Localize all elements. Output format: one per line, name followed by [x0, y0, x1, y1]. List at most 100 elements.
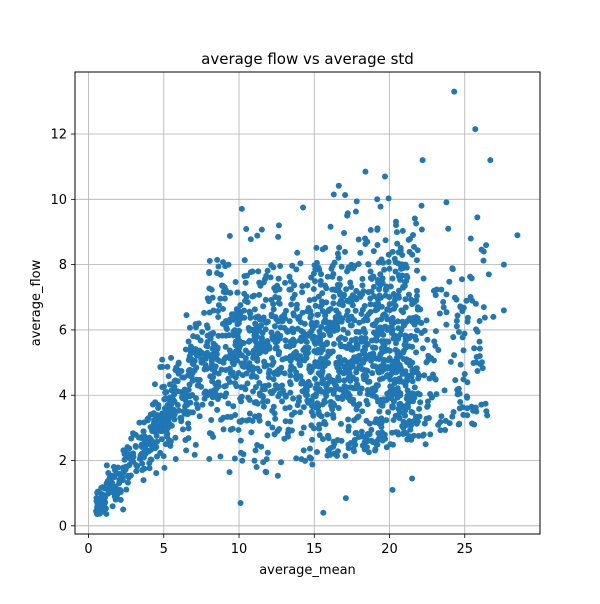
data-point	[324, 273, 331, 280]
data-point	[413, 257, 420, 264]
data-point	[361, 351, 368, 358]
data-point	[222, 382, 229, 389]
data-point	[316, 266, 323, 273]
data-point	[130, 450, 137, 457]
data-point	[258, 226, 265, 233]
data-point	[299, 289, 306, 296]
data-point	[383, 283, 390, 290]
data-point	[290, 312, 297, 319]
data-point	[220, 358, 227, 365]
data-point	[342, 335, 349, 342]
data-point	[476, 345, 483, 352]
data-point	[476, 338, 483, 345]
data-point	[279, 398, 286, 405]
data-point	[330, 341, 337, 348]
data-point	[208, 400, 215, 407]
data-point	[186, 372, 193, 379]
data-point	[317, 372, 324, 379]
data-point	[264, 267, 271, 274]
data-point	[376, 286, 383, 293]
data-point	[387, 388, 394, 395]
data-point	[393, 358, 400, 365]
data-point	[230, 372, 237, 379]
data-point	[417, 399, 424, 406]
data-point	[381, 311, 388, 318]
data-point	[446, 420, 453, 427]
data-point	[389, 315, 396, 322]
data-point	[345, 427, 352, 434]
data-point	[330, 293, 337, 300]
data-point	[390, 335, 397, 342]
data-point	[267, 388, 274, 395]
data-point	[401, 279, 408, 286]
data-point	[341, 357, 348, 364]
outlier-point	[451, 88, 458, 95]
data-point	[463, 297, 470, 304]
data-point	[413, 349, 420, 356]
data-point	[272, 345, 279, 352]
data-point	[237, 302, 244, 309]
data-point	[140, 428, 147, 435]
outlier-point	[460, 411, 467, 418]
data-point	[374, 241, 381, 248]
data-point	[305, 344, 312, 351]
data-point	[386, 347, 393, 354]
data-point	[473, 408, 480, 415]
data-point	[153, 470, 160, 477]
data-point	[393, 229, 400, 236]
data-point	[333, 359, 340, 366]
data-point	[319, 290, 326, 297]
data-point	[402, 304, 409, 311]
data-point	[397, 244, 404, 251]
data-point	[185, 425, 192, 432]
data-point	[317, 303, 324, 310]
data-point	[341, 248, 348, 255]
data-point	[390, 364, 397, 371]
data-point	[226, 378, 233, 385]
data-point	[344, 330, 351, 337]
data-point	[483, 242, 490, 249]
data-point	[300, 424, 307, 431]
data-point	[262, 296, 269, 303]
data-point	[152, 399, 159, 406]
data-point	[383, 417, 390, 424]
data-point	[144, 447, 151, 454]
data-point	[151, 381, 158, 388]
data-point	[287, 418, 294, 425]
data-point	[352, 208, 359, 215]
data-point	[405, 291, 412, 298]
data-point	[251, 457, 258, 464]
data-point	[243, 226, 250, 233]
data-point	[264, 338, 271, 345]
data-point	[258, 337, 265, 344]
data-point	[384, 372, 391, 379]
outlier-point	[103, 480, 110, 487]
data-point	[236, 418, 243, 425]
data-point	[275, 318, 282, 325]
data-point	[334, 364, 341, 371]
data-point	[414, 247, 421, 254]
data-point	[275, 275, 282, 282]
data-point	[245, 350, 252, 357]
data-point	[435, 421, 442, 428]
data-point	[382, 323, 389, 330]
y-tick-label: 6	[59, 323, 67, 338]
data-point	[335, 405, 342, 411]
data-point	[128, 435, 135, 442]
data-point	[311, 402, 318, 409]
outlier-point	[97, 495, 104, 502]
data-point	[223, 326, 230, 333]
data-point	[320, 332, 327, 339]
data-point	[387, 283, 394, 290]
data-point	[399, 227, 406, 234]
data-point	[308, 408, 315, 415]
data-point	[483, 408, 490, 415]
data-point	[294, 325, 301, 332]
data-point	[348, 297, 355, 304]
data-point	[96, 502, 103, 509]
data-point	[307, 314, 314, 321]
data-point	[453, 296, 460, 303]
data-point	[384, 306, 391, 313]
data-point	[411, 215, 418, 222]
data-point	[459, 334, 466, 341]
